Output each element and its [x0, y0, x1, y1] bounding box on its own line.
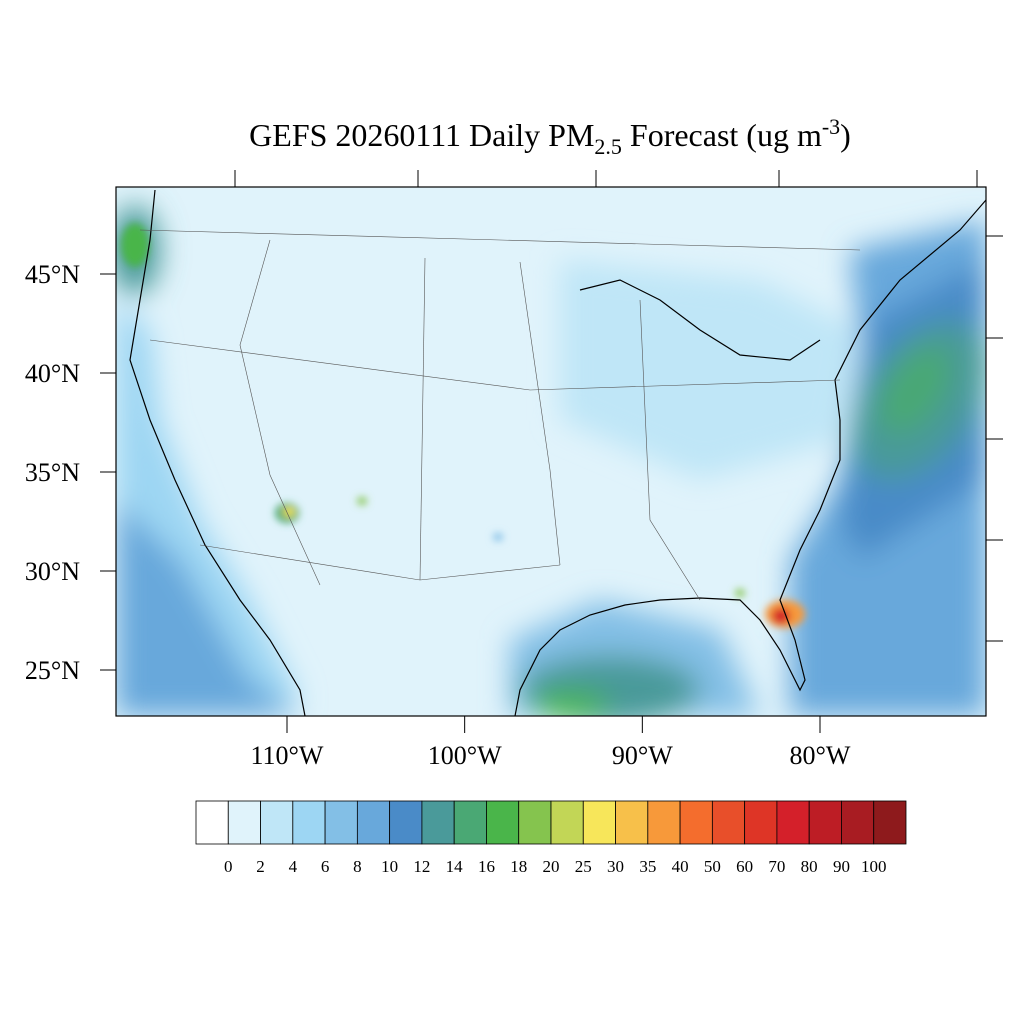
title-sup: -3	[822, 114, 840, 139]
colorbar-box	[744, 800, 778, 845]
map-field	[116, 187, 986, 716]
colorbar-box	[324, 800, 358, 845]
lon-label: 90°W	[612, 741, 673, 770]
colorbar-label: 35	[639, 857, 656, 876]
lon-label: 80°W	[790, 741, 851, 770]
colorbar-label: 18	[510, 857, 527, 876]
colorbar-box	[711, 800, 746, 845]
lat-label: 35°N	[25, 458, 80, 487]
title-main: GEFS 20260111 Daily PM	[249, 117, 594, 153]
colorbar-box	[292, 800, 326, 845]
colorbar-box	[453, 800, 487, 845]
colorbar-box	[679, 800, 713, 845]
colorbar-label: 12	[413, 857, 430, 876]
colorbar-label: 100	[861, 857, 887, 876]
colorbar-label: 16	[478, 857, 495, 876]
colorbar-box	[647, 800, 681, 845]
colorbar-box	[486, 800, 520, 845]
colorbar-label: 90	[833, 857, 850, 876]
lon-label: 110°W	[251, 741, 324, 770]
colorbar-label: 30	[607, 857, 624, 876]
colorbar-label: 10	[381, 857, 398, 876]
colorbar-box	[873, 800, 907, 845]
colorbar-label: 25	[575, 857, 592, 876]
colorbar-box	[518, 800, 552, 845]
lat-label: 45°N	[25, 260, 80, 289]
colorbar-box	[582, 800, 616, 845]
colorbar-box	[615, 800, 649, 845]
colorbar-label: 4	[289, 857, 298, 876]
title-sub: 2.5	[594, 134, 622, 159]
colorbar-box	[776, 800, 810, 845]
top-ticks	[234, 170, 1003, 642]
lon-label: 100°W	[428, 741, 502, 770]
colorbar-box	[389, 800, 423, 845]
colorbar-box	[841, 800, 875, 845]
colorbar-box	[195, 800, 229, 845]
colorbar-box	[421, 800, 455, 845]
title-end: )	[840, 117, 851, 153]
colorbar-label: 70	[768, 857, 785, 876]
colorbar: 0 2 4 6 8 10 12 14 16 18 20 25 30 35 40 50 60 70 80 90 100	[195, 800, 907, 876]
colorbar-label: 20	[543, 857, 560, 876]
lat-label: 30°N	[25, 557, 80, 586]
title-mid: Forecast (ug m	[622, 117, 822, 153]
colorbar-box	[808, 800, 842, 845]
colorbar-label: 40	[672, 857, 689, 876]
colorbar-label: 80	[801, 857, 818, 876]
colorbar-label: 0	[224, 857, 233, 876]
colorbar-label: 8	[353, 857, 362, 876]
lat-label: 25°N	[25, 656, 80, 685]
colorbar-box	[227, 800, 261, 845]
colorbar-label: 50	[704, 857, 721, 876]
colorbar-box	[550, 800, 584, 845]
lat-label: 40°N	[25, 359, 80, 388]
colorbar-box	[260, 800, 294, 845]
colorbar-label: 2	[256, 857, 265, 876]
axes: 45°N 40°N 35°N 30°N 25°N 110°W 100°W 90°W 80°W	[25, 260, 851, 770]
colorbar-box	[356, 800, 391, 845]
title: GEFS 20260111 Daily PM2.5 Forecast (ug m…	[249, 114, 851, 159]
map-frame	[115, 186, 987, 717]
colorbar-label: 14	[446, 857, 464, 876]
colorbar-label: 6	[321, 857, 330, 876]
colorbar-label: 60	[736, 857, 753, 876]
